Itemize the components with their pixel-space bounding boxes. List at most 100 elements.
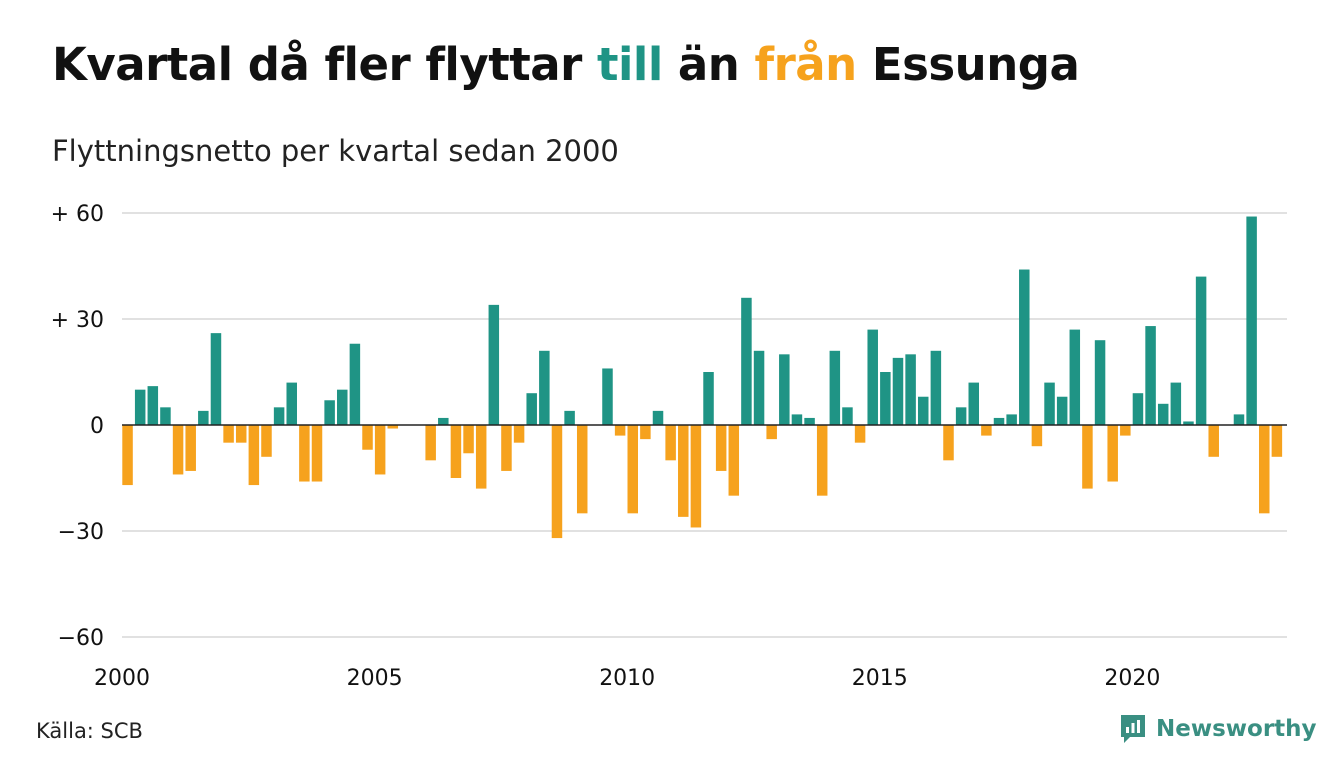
chart-subtitle: Flyttningsnetto per kvartal sedan 2000 <box>52 134 619 168</box>
bar <box>387 425 399 429</box>
bar <box>640 425 651 440</box>
bar <box>652 410 664 425</box>
bar <box>210 333 222 425</box>
bar <box>1094 340 1106 425</box>
bar <box>943 425 954 461</box>
bar <box>349 343 361 425</box>
source-note: Källa: SCB <box>36 719 143 743</box>
bars <box>122 216 1283 539</box>
bar <box>362 425 373 450</box>
bar <box>678 425 689 517</box>
bar <box>867 329 878 425</box>
bar <box>223 425 234 443</box>
bar <box>1120 425 1131 436</box>
bar <box>311 425 323 482</box>
bar <box>829 350 841 425</box>
bar <box>172 425 184 475</box>
bar <box>1132 393 1144 425</box>
y-tick-label: −60 <box>58 626 104 651</box>
bar <box>185 425 196 471</box>
bar <box>475 425 487 489</box>
bar <box>753 350 765 425</box>
bar <box>892 357 904 425</box>
bar <box>1195 276 1207 425</box>
bar <box>1170 382 1182 425</box>
x-axis-tick-labels: 2000 2005 2010 2015 2020 <box>94 666 1160 691</box>
bar <box>425 425 436 461</box>
bar <box>842 407 853 425</box>
bar-chart: + 60 + 30 0 −30 −60 2000 2005 2010 2015 2020 <box>51 202 1287 691</box>
bar <box>1246 216 1257 425</box>
bar <box>602 368 613 425</box>
bar <box>880 372 891 425</box>
bar <box>337 389 348 425</box>
title-highlight-fran: från <box>754 38 858 91</box>
bar <box>728 425 740 496</box>
y-tick-label: + 30 <box>51 308 104 333</box>
bar <box>917 396 929 425</box>
y-tick-label: 0 <box>90 414 104 439</box>
bar <box>1233 414 1245 425</box>
bar <box>665 425 676 461</box>
newsworthy-logo-icon <box>1121 715 1145 743</box>
bar <box>1069 329 1081 425</box>
bar <box>1183 421 1194 425</box>
grid-lines <box>122 212 1287 638</box>
bar <box>614 425 626 436</box>
bar <box>1056 396 1068 425</box>
bar <box>968 382 980 425</box>
title-highlight-till: till <box>596 38 663 91</box>
x-tick-label: 2020 <box>1104 666 1160 691</box>
bar <box>791 414 803 425</box>
bar <box>930 350 942 425</box>
bar <box>715 425 727 471</box>
bar <box>1082 425 1093 489</box>
bar <box>703 372 714 425</box>
bar <box>779 354 790 425</box>
x-tick-label: 2005 <box>347 666 403 691</box>
bar <box>438 417 449 425</box>
bar <box>1006 414 1017 425</box>
bar <box>993 417 1005 425</box>
bar <box>1019 269 1030 425</box>
bar <box>273 407 285 425</box>
title-part-3: än <box>662 38 755 91</box>
title-part-5: Essunga <box>856 38 1080 91</box>
bar <box>299 425 310 482</box>
bar <box>854 425 866 443</box>
bar <box>122 425 133 486</box>
bar <box>551 425 563 539</box>
x-tick-label: 2015 <box>852 666 908 691</box>
brand-name: Newsworthy <box>1156 716 1317 742</box>
bar <box>248 425 260 486</box>
bar <box>261 425 272 457</box>
bar <box>1145 326 1156 425</box>
bar <box>463 425 474 454</box>
bar <box>981 425 992 436</box>
bar <box>905 354 916 425</box>
bar <box>816 425 828 496</box>
y-tick-label: + 60 <box>51 202 104 227</box>
bar <box>134 389 146 425</box>
bar <box>1044 382 1055 425</box>
bar <box>147 386 159 425</box>
bar <box>488 304 500 425</box>
bar <box>450 425 462 478</box>
bar <box>1157 403 1169 425</box>
bar <box>286 382 297 425</box>
bar <box>690 425 702 528</box>
x-tick-label: 2000 <box>94 666 150 691</box>
bar <box>324 400 335 425</box>
bar <box>160 407 171 425</box>
bar <box>513 425 525 443</box>
bar <box>1208 425 1219 457</box>
bar <box>374 425 386 475</box>
bar <box>526 393 537 425</box>
x-tick-label: 2010 <box>599 666 655 691</box>
bar <box>1259 425 1270 514</box>
bar <box>501 425 512 471</box>
chart-title: Kvartal då fler flyttar till än från Ess… <box>52 38 1080 91</box>
brand-logo: Newsworthy <box>1118 713 1317 745</box>
bar <box>627 425 638 514</box>
bar <box>955 407 967 425</box>
